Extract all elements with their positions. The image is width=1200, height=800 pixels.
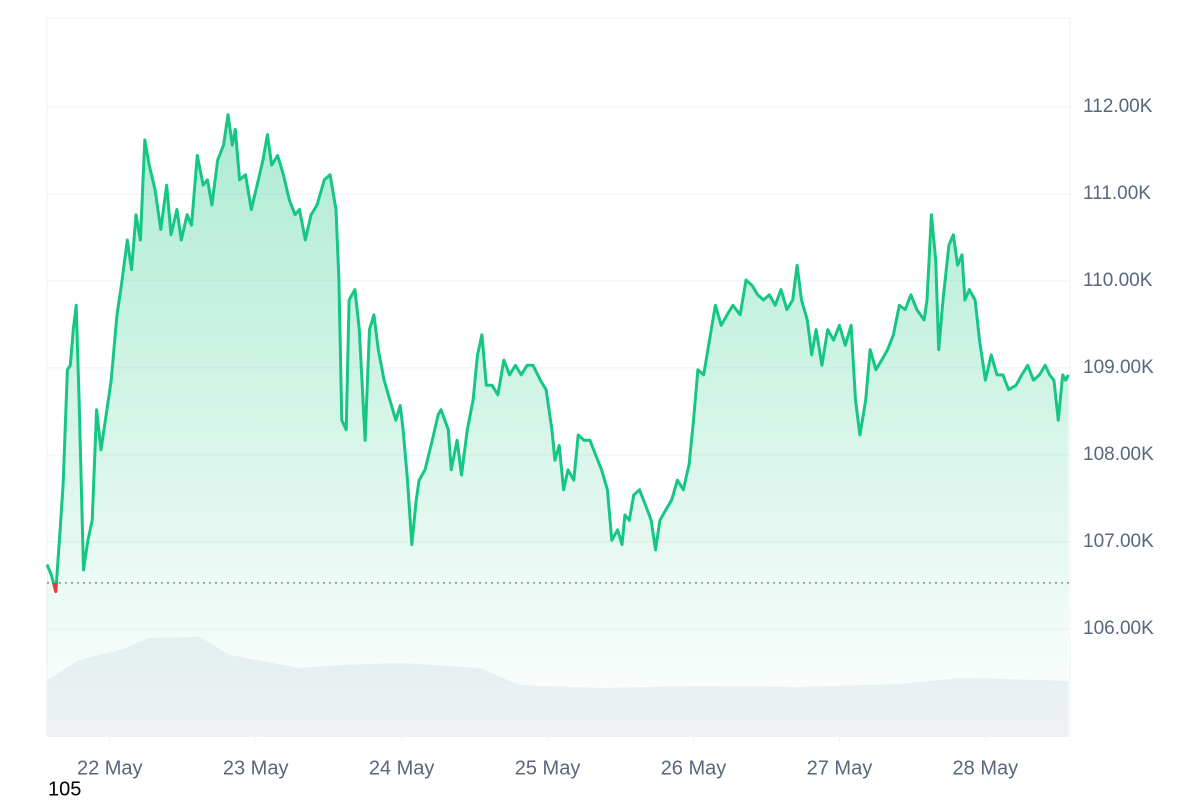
- x-tick-label: 28 May: [953, 757, 1019, 779]
- y-tick-label: 111.00K: [1083, 183, 1151, 204]
- area: [47, 114, 1069, 738]
- annotation: 105: [48, 778, 81, 800]
- y-tick-label: 110.00K: [1083, 270, 1153, 291]
- y-tick-label: 109.00K: [1083, 357, 1154, 378]
- x-tick-label: 27 May: [807, 757, 873, 779]
- price-line: [45, 113, 1070, 594]
- x-tick-label: 23 May: [223, 757, 289, 779]
- x-tick-label: 22 May: [77, 757, 143, 779]
- x-tick-label: 24 May: [369, 757, 435, 779]
- x-tick-label: 26 May: [661, 757, 727, 779]
- y-tick-label: 112.00K: [1083, 96, 1153, 117]
- y-tick-label: 106.00K: [1083, 618, 1154, 639]
- y-tick-label: 108.00K: [1083, 444, 1154, 465]
- y-tick-label: 107.00K: [1083, 531, 1154, 552]
- x-tick-label: 25 May: [515, 757, 581, 779]
